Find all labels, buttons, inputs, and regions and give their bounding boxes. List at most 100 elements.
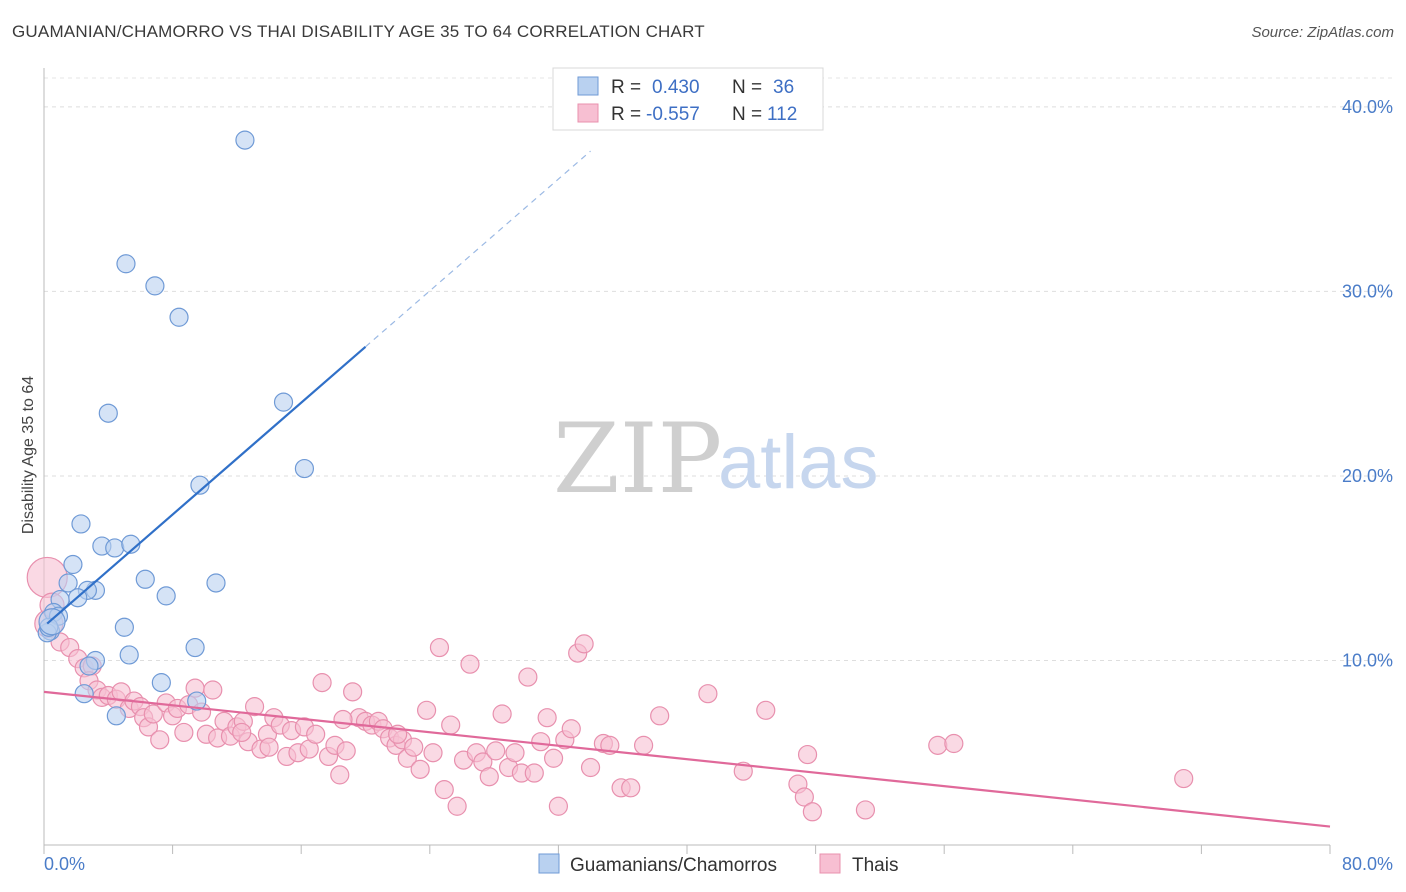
source-label: Source: ZipAtlas.com [1251,24,1394,41]
bottom-legend-label-guam: Guamanians/Chamorros [570,855,777,876]
y-tick-label-0: 10.0% [1342,650,1393,670]
guam-point-18 [156,586,176,606]
thai-point-63 [410,759,430,779]
guam-point-28 [119,645,139,665]
guam-point-0 [235,130,255,150]
thai-point-96 [650,706,670,726]
thai-point-76 [492,704,512,724]
thai-point-67 [434,780,454,800]
guam-point-31 [151,673,171,693]
thai-point-83 [537,708,557,728]
guam-point-1 [116,254,136,274]
x-tick-label-1: 80.0% [1342,854,1393,874]
thai-point-66 [429,637,450,658]
thai-point-95 [633,735,654,755]
bottom-legend: Guamanians/Chamorros Thais [538,853,898,876]
thai-point-103 [797,744,818,765]
thai-point-85 [548,796,569,816]
thai-point-102 [802,802,822,822]
thai-point-47 [312,673,332,693]
legend-r-value-thai: -0.557 [646,104,700,125]
thai-point-90 [580,757,601,778]
y-axis-label: Disability Age 35 to 64 [20,376,37,534]
thai-point-68 [441,715,461,735]
thai-point-94 [621,778,641,798]
guam-point-8 [71,514,91,534]
guam-trendline [46,345,367,625]
thai-point-65 [423,743,443,763]
legend-n-value-thai: 112 [767,104,797,125]
guam-point-7 [190,475,210,495]
thai-point-81 [524,763,544,783]
thai-point-105 [928,735,948,755]
guam-point-6 [294,458,315,479]
thai-point-78 [505,743,525,763]
thai-point-46 [306,724,326,744]
legend-r-label-thai: R = [611,104,641,125]
guam-point-10 [105,538,125,558]
thai-point-84 [543,748,564,768]
thai-point-24 [174,722,194,743]
thai-point-29 [203,680,223,700]
axes [43,68,1331,854]
guam-point-33 [187,691,207,711]
thai-point-62 [404,737,424,757]
guam-point-13 [135,569,155,589]
guam-point-14 [206,573,226,593]
guam-point-35 [38,608,66,636]
watermark-zip: ZIP [553,403,722,515]
thai-point-64 [416,700,437,720]
thai-point-19 [143,704,163,724]
thai-point-36 [244,697,265,717]
thai-point-108 [232,722,252,743]
legend-n-value-guam: 36 [773,77,794,98]
thai-points [26,556,1194,822]
bottom-legend-swatch-thai [819,853,841,874]
y-tick-label-2: 30.0% [1342,281,1393,301]
thai-point-80 [518,667,538,687]
guam-point-4 [273,392,294,412]
thai-point-71 [460,654,480,674]
trendlines [43,150,1331,828]
y-tick-label-1: 20.0% [1342,466,1393,486]
thai-point-20 [150,730,170,750]
thai-point-69 [447,796,467,816]
thai-point-51 [336,741,356,761]
legend-swatch-guam [577,76,599,96]
guam-point-3 [169,307,189,327]
guam-point-5 [98,403,118,423]
thai-point-106 [944,733,964,754]
legend-n-label-guam: N = [732,77,762,98]
thai-point-99 [756,700,776,720]
thai-point-82 [531,732,551,752]
y-tick-label-3: 40.0% [1342,97,1393,117]
tick-labels: 10.0% 20.0% 30.0% 40.0% 0.0% 80.0% [44,97,1393,874]
guam-point-30 [79,656,99,676]
thai-point-104 [855,800,876,820]
x-tick-label-0: 0.0% [44,854,85,874]
thai-point-50 [330,765,350,785]
thai-point-101 [794,787,814,807]
thai-point-109 [259,737,279,757]
thai-point-110 [333,709,353,730]
chart-title: GUAMANIAN/CHAMORRO VS THAI DISABILITY AG… [12,22,705,41]
legend-r-value-guam: 0.430 [652,77,700,98]
guam-point-27 [185,637,205,658]
grid-lines [44,77,1392,661]
legend-swatch-thai [577,103,599,123]
guam-point-12 [63,554,83,575]
legend-n-label-thai: N = [732,104,762,125]
guam-point-15 [58,573,78,593]
thai-point-89 [574,634,594,654]
guam-point-34 [106,706,126,726]
thai-point-74 [479,767,499,787]
thai-trendline [43,690,1331,828]
guam-point-23 [114,617,134,637]
thai-point-87 [561,719,581,739]
legend-r-label-guam: R = [611,77,641,98]
guam-points [37,130,315,726]
guam-trendline-extension [365,150,591,348]
thai-point-97 [698,684,718,704]
thai-point-75 [486,741,506,761]
